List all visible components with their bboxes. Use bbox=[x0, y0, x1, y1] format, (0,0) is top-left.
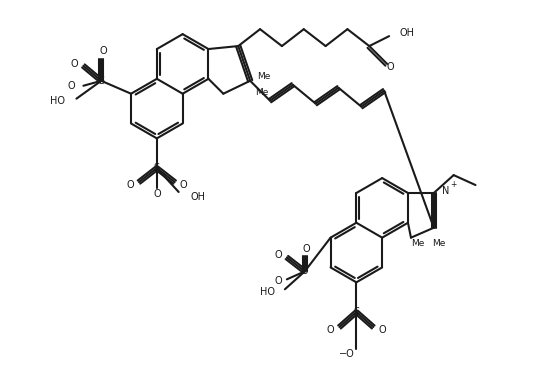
Text: O: O bbox=[274, 250, 282, 260]
Text: O: O bbox=[378, 325, 386, 335]
Text: O: O bbox=[71, 59, 78, 69]
Text: O: O bbox=[100, 46, 107, 56]
Text: O: O bbox=[327, 325, 334, 335]
Text: Me: Me bbox=[258, 72, 270, 81]
Text: −O: −O bbox=[339, 349, 354, 359]
Text: O: O bbox=[274, 276, 282, 286]
Text: O: O bbox=[127, 180, 134, 190]
Text: O: O bbox=[303, 244, 311, 253]
Text: O: O bbox=[180, 180, 187, 190]
Text: HO: HO bbox=[50, 96, 64, 106]
Text: OH: OH bbox=[190, 192, 206, 202]
Text: S: S bbox=[154, 163, 160, 173]
Text: O: O bbox=[68, 81, 75, 91]
Text: OH: OH bbox=[399, 28, 414, 38]
Text: +: + bbox=[451, 179, 457, 188]
Text: O: O bbox=[153, 189, 161, 199]
Text: N: N bbox=[442, 186, 449, 196]
Text: HO: HO bbox=[260, 287, 275, 297]
Text: Me: Me bbox=[432, 239, 445, 248]
Text: O: O bbox=[386, 62, 394, 72]
Text: S: S bbox=[302, 266, 308, 276]
Text: Me: Me bbox=[411, 239, 425, 248]
Text: S: S bbox=[98, 76, 104, 86]
Text: Me: Me bbox=[255, 88, 269, 97]
Text: S: S bbox=[353, 307, 359, 317]
